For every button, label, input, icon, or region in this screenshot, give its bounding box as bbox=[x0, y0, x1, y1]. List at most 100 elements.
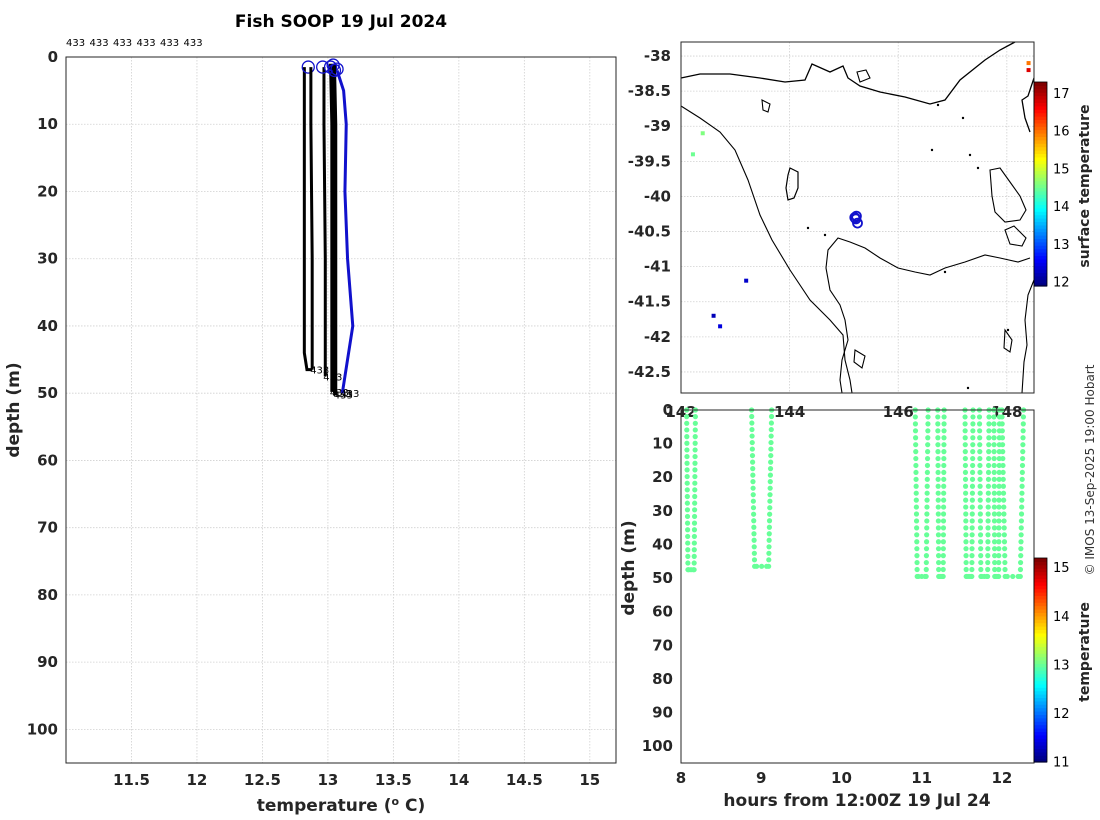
cast-point bbox=[766, 518, 773, 524]
cast-point bbox=[996, 518, 1002, 524]
colorbar-segment bbox=[1034, 677, 1047, 681]
cast-point bbox=[969, 546, 975, 552]
colorbar-segment bbox=[1034, 700, 1047, 705]
cast-point bbox=[691, 547, 697, 553]
colorbar-segment bbox=[1034, 224, 1047, 229]
colorbar-segment bbox=[1034, 99, 1047, 103]
cast-point bbox=[914, 553, 920, 559]
colorbar-segment bbox=[1034, 279, 1047, 284]
cast-point bbox=[1020, 435, 1026, 441]
colorbar-segment bbox=[1034, 231, 1047, 236]
cast-point bbox=[924, 532, 930, 538]
cast-point bbox=[923, 539, 930, 545]
cast-point bbox=[750, 479, 756, 485]
copyright-watermark: © IMOS 13-Sep-2025 19:00 Hobart bbox=[1083, 364, 1097, 575]
cast-point bbox=[766, 544, 772, 550]
cast-point bbox=[1010, 573, 1016, 580]
cast-point bbox=[996, 476, 1002, 482]
cast-point bbox=[1001, 504, 1007, 510]
colorbar-segment bbox=[1034, 133, 1047, 137]
cast-point bbox=[1020, 428, 1026, 434]
timeseries-x-axis-label: hours from 12:00Z 19 Jul 24 bbox=[723, 791, 990, 811]
colorbar-segment bbox=[1034, 228, 1047, 233]
cast-point bbox=[940, 525, 947, 531]
cast-point bbox=[935, 518, 941, 524]
cast-point bbox=[1019, 483, 1025, 489]
colorbar-label: surface temperature bbox=[1077, 104, 1093, 267]
cast-point bbox=[913, 511, 920, 517]
colorbar-segment bbox=[1034, 571, 1047, 576]
timeseries-y-tick-label: 60 bbox=[652, 603, 673, 621]
cast-point bbox=[986, 455, 992, 462]
cast-point bbox=[996, 462, 1002, 469]
profile-end-label: 433 bbox=[330, 388, 349, 399]
cast-point bbox=[690, 567, 696, 573]
cast-point bbox=[751, 524, 757, 530]
ship-track-point bbox=[849, 212, 861, 223]
timeseries-y-tick-label: 0 bbox=[663, 401, 673, 419]
colorbar-segment bbox=[1034, 204, 1047, 209]
cast-point bbox=[685, 547, 691, 553]
profile-y-tick-label: 80 bbox=[37, 586, 58, 604]
profile-x-tick-label: 14 bbox=[448, 771, 469, 789]
cast-point bbox=[913, 497, 919, 503]
cast-point bbox=[941, 497, 947, 503]
profile-y-tick-label: 20 bbox=[37, 182, 58, 200]
timeseries-y-axis-label: depth (m) bbox=[619, 520, 639, 615]
cast-point bbox=[923, 566, 929, 573]
cast-point bbox=[749, 446, 755, 452]
colorbar-segment bbox=[1034, 755, 1047, 760]
cast-point bbox=[1020, 442, 1026, 448]
cast-point bbox=[991, 414, 997, 420]
colorbar-segment bbox=[1034, 248, 1047, 253]
timeseries-x-tick-label: 10 bbox=[831, 769, 852, 787]
cast-point bbox=[1002, 559, 1008, 566]
cast-point bbox=[935, 504, 941, 510]
cast-point bbox=[1018, 553, 1024, 559]
cast-point bbox=[991, 532, 998, 538]
colorbar-segment bbox=[1034, 649, 1047, 654]
cast-point bbox=[692, 453, 698, 460]
cast-point bbox=[977, 497, 983, 503]
cast-point bbox=[749, 426, 755, 433]
cast-point bbox=[767, 511, 773, 517]
colorbar-segment bbox=[1034, 112, 1047, 117]
cast-point bbox=[962, 449, 968, 455]
cast-point bbox=[996, 546, 1002, 552]
cast-point bbox=[940, 553, 946, 559]
cast-point bbox=[977, 462, 983, 469]
cast-point bbox=[767, 466, 774, 472]
colorbar-segment bbox=[1034, 653, 1047, 658]
cast-point bbox=[935, 462, 941, 469]
cast-point bbox=[912, 435, 919, 441]
cast-point bbox=[1020, 455, 1026, 462]
cast-point bbox=[977, 483, 983, 489]
cast-point bbox=[985, 497, 991, 503]
cast-point bbox=[962, 476, 969, 482]
cast-point bbox=[963, 532, 969, 538]
cast-point bbox=[1002, 546, 1008, 552]
map-x-tick-label: 146 bbox=[883, 403, 914, 421]
cast-point bbox=[985, 539, 991, 545]
timeseries-y-tick-label: 30 bbox=[652, 502, 673, 520]
cast-point bbox=[935, 532, 942, 538]
colorbar-segment bbox=[1034, 615, 1047, 620]
colorbar-segment bbox=[1034, 707, 1047, 712]
colorbar-segment bbox=[1034, 190, 1047, 195]
cast-point bbox=[1018, 518, 1025, 524]
cast-point bbox=[996, 504, 1002, 510]
cast-point bbox=[684, 467, 690, 473]
cast-point bbox=[1018, 532, 1024, 538]
cast-point bbox=[996, 511, 1002, 517]
cast-point bbox=[684, 453, 690, 460]
cast-point bbox=[941, 462, 947, 469]
colorbar-segment bbox=[1034, 88, 1047, 93]
colorbar-tick-label: 15 bbox=[1053, 561, 1070, 576]
cast-point bbox=[985, 532, 991, 538]
cast-point bbox=[1001, 525, 1007, 531]
cast-point bbox=[914, 525, 920, 531]
cast-point bbox=[941, 442, 947, 448]
cast-point bbox=[941, 469, 947, 476]
colorbar-frame bbox=[1033, 81, 1048, 287]
cast-point bbox=[962, 455, 968, 462]
